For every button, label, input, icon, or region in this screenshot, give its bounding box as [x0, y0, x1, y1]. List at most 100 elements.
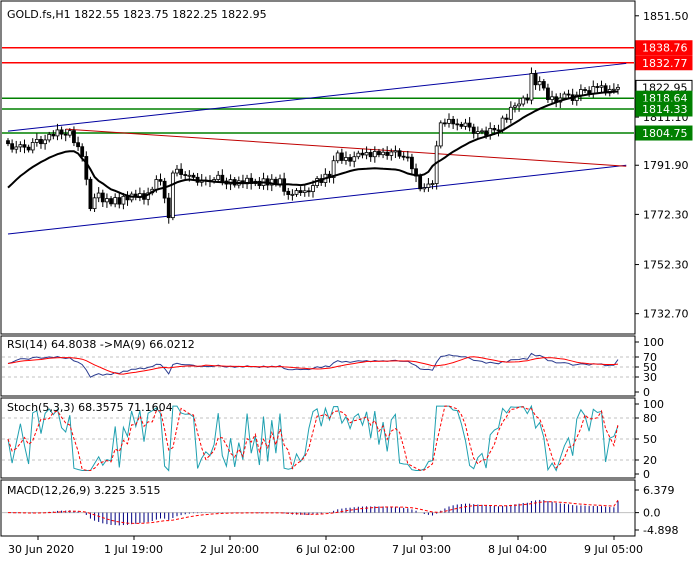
stoch-header: Stoch(5,3,3) 68.3575 71.1604 [7, 401, 173, 414]
candle-body [541, 81, 546, 89]
candle-body [14, 146, 19, 150]
candle-body [492, 127, 497, 131]
candle-body [533, 73, 538, 86]
time-tick-label: 2 Jul 20:00 [200, 543, 259, 556]
candle-body [10, 143, 15, 150]
candle-body [393, 150, 398, 153]
resistance-price-label: 1838.76 [642, 42, 688, 55]
support-price-label: 1814.33 [642, 103, 688, 116]
sub-tick-label: 30 [643, 371, 657, 384]
candle-body [162, 180, 167, 199]
candle-body [368, 152, 373, 158]
candle-body [344, 157, 348, 161]
candle-body [401, 155, 406, 158]
candle-body [80, 146, 85, 157]
axis-labels: 1851.501811.101791.901772.301752.301732.… [8, 10, 693, 556]
candle-body [63, 133, 68, 136]
sub-tick-label: 0 [643, 468, 650, 481]
candle-body [455, 123, 460, 126]
candle-body [566, 93, 571, 96]
candle-body [484, 130, 489, 136]
candle-body [447, 118, 451, 124]
candle-body [397, 150, 402, 157]
candle-body [521, 97, 526, 105]
time-tick-label: 30 Jun 2020 [8, 543, 74, 556]
candle-body [306, 190, 311, 193]
time-tick-label: 8 Jul 04:00 [488, 543, 547, 556]
candle-body [385, 151, 390, 156]
candle-body [496, 129, 501, 132]
candle-body [500, 117, 505, 131]
candle-body [117, 197, 122, 205]
moving-average-line [7, 90, 619, 199]
candle-body [311, 185, 315, 192]
candle-body [595, 86, 600, 88]
candle-body [183, 174, 188, 176]
resistance-price-label: 1832.77 [642, 57, 688, 70]
price-tick-label: 1752.30 [643, 259, 689, 272]
candle-body [51, 133, 56, 137]
candle-body [591, 86, 596, 94]
candle-body [475, 131, 480, 134]
candle-body [525, 97, 530, 101]
candle-body [179, 168, 184, 175]
candle-body [587, 90, 592, 94]
candle-body [562, 93, 567, 99]
candle-body [216, 174, 221, 180]
price-panel-frame [0, 0, 636, 335]
candle-body [39, 139, 43, 145]
candle-body [471, 126, 476, 134]
candle-body [513, 105, 517, 108]
channel-upper-trendline [7, 62, 627, 132]
support-price-box [635, 101, 693, 117]
candle-body [352, 156, 357, 162]
candle-body [331, 160, 336, 178]
candle-body [504, 117, 509, 120]
candle-body [517, 103, 521, 107]
macd-panel-frame [0, 479, 636, 537]
candle-body [34, 139, 39, 143]
candle-body [154, 179, 159, 190]
stoch-panel-frame [0, 397, 636, 479]
sub-tick-label: 80 [643, 412, 657, 425]
candle-body [335, 152, 340, 162]
candle-body [459, 123, 464, 127]
candle-body [187, 174, 192, 177]
candle-body [364, 152, 369, 156]
resistance-price-box [635, 55, 693, 71]
candle-body [430, 183, 435, 185]
candle-body [546, 87, 550, 100]
candle-body [410, 156, 414, 170]
indicators-layer [2, 352, 634, 526]
candle-body [88, 178, 93, 210]
price-tick-label: 1732.70 [643, 308, 689, 321]
price-tick-label: 1791.90 [643, 159, 689, 172]
rsi-header: RSI(14) 64.8038 ->MA(9) 66.0212 [7, 338, 195, 351]
macd-signal-line [7, 499, 619, 524]
sub-tick-label: 70 [643, 351, 657, 364]
candle-body [381, 151, 385, 156]
sub-tick-label: 0 [643, 386, 650, 399]
sub-tick-label: -4.898 [643, 524, 678, 537]
candle-body [72, 130, 76, 144]
candle-body [6, 140, 10, 145]
candle-body [348, 157, 352, 162]
candle-body [616, 86, 620, 90]
rsi-panel-frame [0, 335, 636, 397]
panel-frames [0, 0, 636, 537]
support-price-label: 1804.75 [642, 127, 688, 140]
time-tick-label: 9 Jul 05:00 [584, 543, 643, 556]
channel-lower-trendline [7, 164, 627, 235]
candle-body [26, 146, 31, 151]
candle-body [377, 151, 381, 156]
candle-body [438, 122, 443, 147]
candle-body [113, 197, 118, 205]
candle-body [92, 197, 97, 210]
candle-body [166, 197, 171, 219]
candle-body [59, 129, 64, 135]
candle-body [298, 190, 303, 193]
candle-body [372, 151, 377, 158]
candle-body [191, 174, 196, 178]
